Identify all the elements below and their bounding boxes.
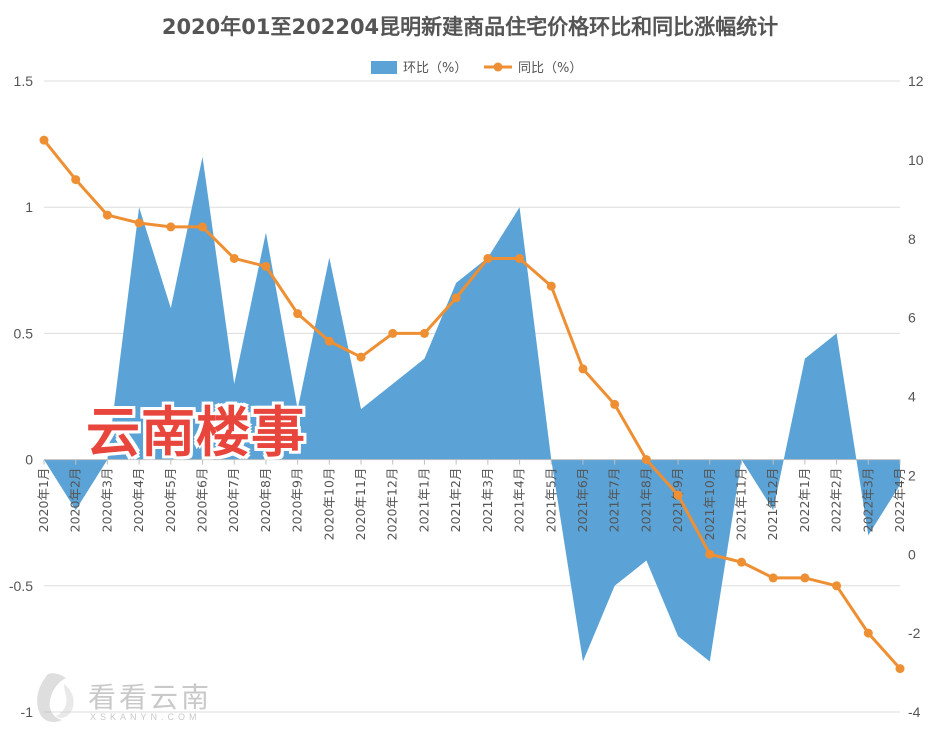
right-axis-tick-label: 8: [908, 231, 916, 247]
line-point-tongbi: [800, 573, 810, 583]
line-point-tongbi: [102, 210, 112, 220]
x-axis-tick-label: 2020年7月: [226, 468, 241, 533]
line-point-tongbi: [515, 253, 525, 263]
axis-layer: -1 -0.5 0 0.5 1 1.5 -4 -2 0 2 4 6 8 10 12 2020年1月 2020年2…: [9, 73, 924, 720]
line-point-tongbi: [832, 581, 842, 591]
x-axis-tick-label: 2022年1月: [797, 468, 812, 533]
x-axis-tick-label: 2020年5月: [163, 468, 178, 533]
x-axis-tick-label: 2021年1月: [416, 468, 431, 533]
area-layer: [44, 156, 900, 662]
x-axis-tick-label: 2021年5月: [543, 468, 558, 533]
line-point-tongbi: [673, 490, 683, 500]
line-point-tongbi: [546, 281, 556, 291]
logo-text: 看看云南: [88, 681, 213, 714]
watermark-text: 云南楼事: [86, 401, 306, 464]
line-point-tongbi: [895, 664, 905, 674]
line-point-tongbi: [863, 628, 873, 638]
x-axis-tick-label: 2020年9月: [290, 468, 305, 533]
line-point-tongbi: [768, 573, 778, 583]
left-axis-tick-label: 1.5: [14, 73, 34, 89]
right-axis-tick-label: 6: [908, 310, 916, 326]
legend-label-huanbi: 环比（%）: [403, 61, 467, 76]
right-axis-tick-label: 0: [908, 546, 916, 562]
line-point-tongbi: [736, 557, 746, 567]
line-point-tongbi: [324, 336, 334, 346]
line-point-tongbi: [198, 222, 208, 232]
line-series-tongbi: [42, 139, 902, 670]
right-axis-tick-label: 12: [908, 73, 924, 89]
legend: 环比（%） 同比（%）: [371, 61, 582, 76]
line-point-tongbi: [356, 352, 366, 362]
line-point-tongbi: [419, 328, 429, 338]
line-point-tongbi: [166, 222, 176, 232]
line-layer: [39, 135, 905, 674]
left-axis-tick-label: -0.5: [9, 578, 33, 594]
x-axis-tick-label: 2020年11月: [353, 468, 368, 541]
line-point-tongbi: [578, 364, 588, 374]
line-point-tongbi: [134, 218, 144, 228]
area-series-huanbi: [44, 156, 900, 662]
right-axis-tick-label: 10: [908, 152, 924, 168]
x-axis-tick-label: 2021年7月: [607, 468, 622, 533]
right-axis-tick-label: -4: [908, 704, 921, 720]
x-axis-tick-label: 2020年10月: [321, 468, 336, 541]
legend-swatch-huanbi: [371, 61, 397, 74]
logo-subtext: XSKANYN.COM: [90, 712, 201, 722]
x-axis-tick-label: 2021年12月: [765, 468, 780, 541]
legend-label-tongbi: 同比（%）: [518, 61, 582, 76]
line-point-tongbi: [451, 293, 461, 303]
line-point-tongbi: [610, 399, 620, 409]
legend-marker-tongbi: [493, 62, 503, 72]
line-point-tongbi: [705, 549, 715, 559]
left-axis-tick-label: 0.5: [14, 325, 34, 341]
x-axis-tick-label: 2021年9月: [670, 468, 685, 533]
line-point-tongbi: [388, 328, 398, 338]
x-axis-tick-label: 2021年4月: [512, 468, 527, 533]
x-axis-tick-label: 2022年4月: [892, 468, 907, 533]
line-point-tongbi: [293, 309, 303, 319]
x-axis-tick-label: 2021年2月: [448, 468, 463, 533]
x-axis-tick-label: 2021年8月: [638, 468, 653, 533]
logo-icon: [37, 673, 74, 722]
right-axis-tick-label: 2: [908, 467, 916, 483]
x-axis-tick-label: 2021年11月: [733, 468, 748, 541]
right-axis-tick-label: 4: [908, 389, 916, 405]
right-axis-tick-label: -2: [908, 625, 921, 641]
x-axis-tick-label: 2022年3月: [860, 468, 875, 533]
line-point-tongbi: [71, 175, 81, 185]
left-axis-tick-label: 0: [25, 452, 33, 468]
x-axis-tick-label: 2020年8月: [258, 468, 273, 533]
x-axis-tick-label: 2020年4月: [131, 468, 146, 533]
line-point-tongbi: [261, 261, 271, 271]
x-axis-tick-label: 2020年6月: [195, 468, 210, 533]
x-axis-tick-label: 2021年10月: [702, 468, 717, 541]
line-point-tongbi: [641, 455, 651, 465]
left-axis-tick-label: -1: [21, 704, 34, 720]
x-axis-tick-label: 2020年1月: [36, 468, 51, 533]
line-point-tongbi: [229, 253, 239, 263]
line-point-tongbi: [483, 253, 493, 263]
x-axis-tick-label: 2020年12月: [385, 468, 400, 541]
chart-title: 2020年01至202204昆明新建商品住宅价格环比和同比涨幅统计: [162, 15, 778, 39]
left-axis-tick-label: 1: [25, 199, 33, 215]
x-axis-tick-label: 2022年2月: [829, 468, 844, 533]
x-axis-tick-label: 2020年2月: [68, 468, 83, 533]
x-axis-tick-label: 2021年6月: [575, 468, 590, 533]
x-axis-tick-label: 2021年3月: [480, 468, 495, 533]
line-point-tongbi: [39, 135, 49, 145]
x-axis-tick-label: 2020年3月: [99, 468, 114, 533]
